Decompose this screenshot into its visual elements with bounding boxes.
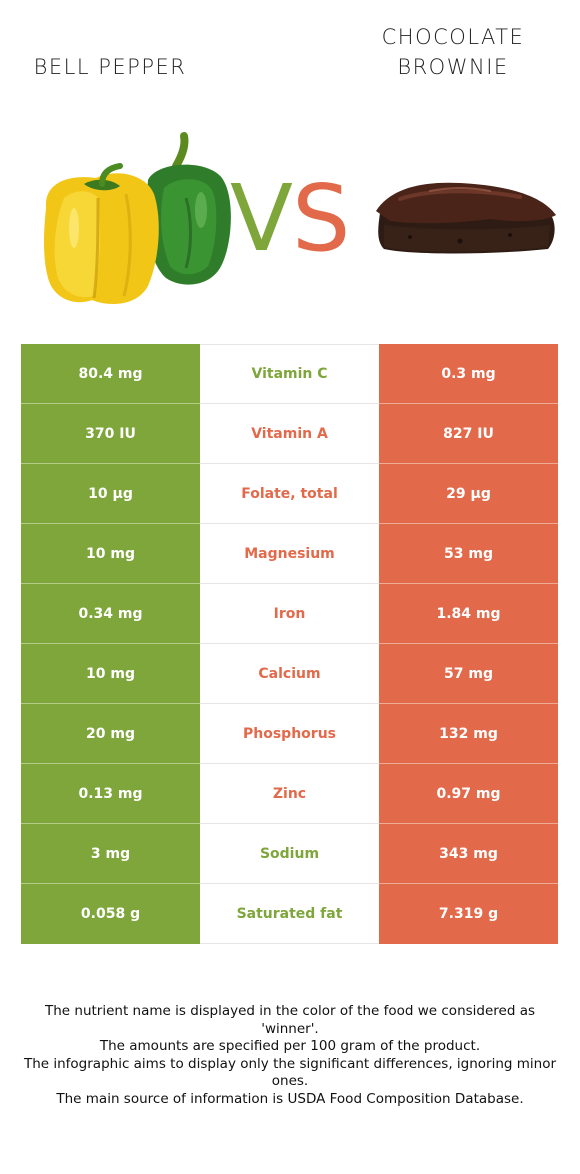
right-food-value: 7.319 g [379,884,558,944]
left-food-value: 370 IU [21,404,200,464]
vs-letter-s: S [292,170,350,260]
comparison-row: 10 mg Magnesium 53 mg [21,524,558,584]
comparison-row: 3 mg Sodium 343 mg [21,824,558,884]
footnote: The nutrient name is displayed in the co… [18,1003,562,1108]
right-food-value: 57 mg [379,644,558,704]
right-food-name-line-1: CHOCOLATE [381,25,525,49]
comparison-row: 0.058 g Saturated fat 7.319 g [21,884,558,944]
comparison-row: 0.13 mg Zinc 0.97 mg [21,764,558,824]
right-food-value: 0.97 mg [379,764,558,824]
right-food-value: 343 mg [379,824,558,884]
left-food-value: 0.34 mg [21,584,200,644]
footnote-line: The infographic aims to display only the… [23,1055,557,1090]
nutrient-name: Sodium [200,824,379,884]
right-food-value: 1.84 mg [379,584,558,644]
brownie-icon [376,182,556,254]
green-pepper-icon [145,132,231,285]
right-food-value: 827 IU [379,404,558,464]
left-food-value: 10 µg [21,464,200,524]
left-food-title: BELL PEPPER [10,52,210,82]
nutrient-name: Saturated fat [200,884,379,944]
nutrient-name: Phosphorus [200,704,379,764]
right-food-value: 0.3 mg [379,344,558,404]
left-food-value: 20 mg [21,704,200,764]
footnote-line: The amounts are specified per 100 gram o… [99,1038,481,1054]
chocolate-brownie-image [376,182,556,254]
nutrient-name: Folate, total [200,464,379,524]
nutrient-name: Calcium [200,644,379,704]
left-food-value: 3 mg [21,824,200,884]
yellow-pepper-icon [44,163,159,305]
nutrient-name: Magnesium [200,524,379,584]
vs-letter-v: V [230,170,293,260]
vs-graphic: V S [230,170,350,260]
right-food-value: 29 µg [379,464,558,524]
nutrient-name: Vitamin A [200,404,379,464]
comparison-row: 0.34 mg Iron 1.84 mg [21,584,558,644]
right-food-value: 53 mg [379,524,558,584]
comparison-row: 80.4 mg Vitamin C 0.3 mg [21,344,558,404]
left-food-value: 0.13 mg [21,764,200,824]
nutrient-name: Vitamin C [200,344,379,404]
left-food-value: 80.4 mg [21,344,200,404]
comparison-row: 370 IU Vitamin A 827 IU [21,404,558,464]
comparison-row: 10 µg Folate, total 29 µg [21,464,558,524]
right-food-title: CHOCOLATE BROWNIE [355,22,551,82]
bell-pepper-image [44,132,231,305]
left-food-value: 0.058 g [21,884,200,944]
right-food-name-line-2: BROWNIE [397,55,509,79]
comparison-row: 10 mg Calcium 57 mg [21,644,558,704]
left-food-name: BELL PEPPER [33,55,187,79]
left-food-value: 10 mg [21,524,200,584]
nutrient-comparison-table: 80.4 mg Vitamin C 0.3 mg 370 IU Vitamin A 827… [21,344,558,944]
left-food-value: 10 mg [21,644,200,704]
nutrient-name: Zinc [200,764,379,824]
nutrient-name: Iron [200,584,379,644]
footnote-line: The main source of information is USDA F… [56,1090,524,1107]
footnote-line: The nutrient name is displayed in the co… [44,1003,536,1037]
comparison-row: 20 mg Phosphorus 132 mg [21,704,558,764]
right-food-value: 132 mg [379,704,558,764]
